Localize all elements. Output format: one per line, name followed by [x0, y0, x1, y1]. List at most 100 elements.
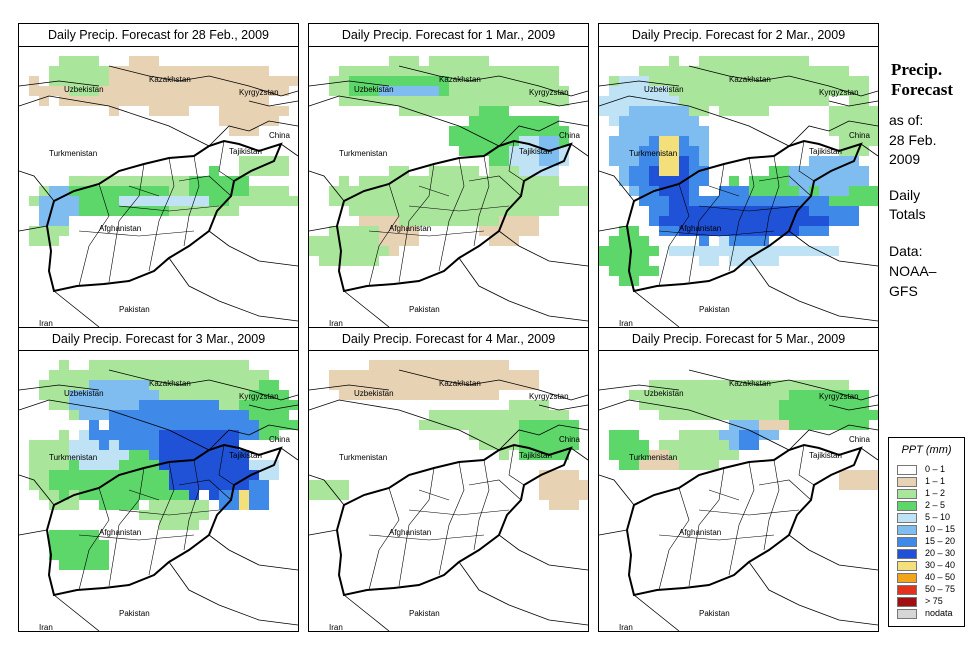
- precip-cell: [129, 450, 139, 460]
- precip-cell: [659, 206, 669, 216]
- precip-cell: [869, 410, 878, 420]
- precip-cell: [149, 86, 159, 96]
- precip-cell: [719, 86, 729, 96]
- precip-cell: [349, 196, 359, 206]
- precip-cell: [229, 96, 239, 106]
- border-line: [53, 290, 100, 327]
- precip-cell: [529, 116, 539, 126]
- legend-item: 50 – 75: [897, 584, 963, 596]
- precip-cell: [79, 196, 89, 206]
- precip-cell: [749, 246, 759, 256]
- legend-swatch: [897, 537, 917, 547]
- precip-cell: [469, 146, 479, 156]
- precip-cell: [229, 66, 239, 76]
- precip-cell: [409, 86, 419, 96]
- panel-title: Daily Precip. Forecast for 28 Feb., 2009: [19, 24, 298, 47]
- precip-cell: [59, 196, 69, 206]
- precip-cell: [49, 86, 59, 96]
- precip-cell: [149, 500, 159, 510]
- precip-cell: [89, 96, 99, 106]
- country-label-turkmenistan: Turkmenistan: [339, 453, 387, 462]
- precip-cell: [159, 450, 169, 460]
- province-line: [438, 461, 465, 576]
- country-label-turkmenistan: Turkmenistan: [629, 149, 677, 158]
- precip-cell: [339, 66, 349, 76]
- precip-cell: [809, 186, 819, 196]
- precip-cell: [409, 196, 419, 206]
- province-line: [218, 444, 235, 486]
- precip-cell: [179, 460, 189, 470]
- precip-cell: [69, 196, 79, 206]
- precip-cell: [449, 370, 459, 380]
- precip-cell: [209, 400, 219, 410]
- precip-cell: [79, 370, 89, 380]
- precip-cell: [419, 76, 429, 86]
- precip-cell: [79, 86, 89, 96]
- precip-cell: [409, 56, 419, 66]
- border-line: [828, 404, 878, 411]
- legend-label: > 75: [925, 596, 943, 606]
- legend-swatch: [897, 489, 917, 499]
- border-line: [633, 594, 680, 631]
- precip-cell: [559, 430, 569, 440]
- precip-cell: [739, 440, 749, 450]
- precip-cell: [119, 490, 129, 500]
- precip-cell: [739, 380, 749, 390]
- precip-cell: [839, 216, 849, 226]
- precip-cell: [109, 430, 119, 440]
- precip-cell: [649, 450, 659, 460]
- precip-cell: [109, 420, 119, 430]
- precip-cell: [429, 196, 439, 206]
- precip-cell: [269, 400, 279, 410]
- precip-cell: [539, 116, 549, 126]
- precip-cell: [669, 96, 679, 106]
- precip-cell: [109, 86, 119, 96]
- precip-cell: [429, 410, 439, 420]
- precip-cell: [619, 440, 629, 450]
- precip-cell: [129, 360, 139, 370]
- precip-cell: [819, 96, 829, 106]
- precip-cell: [119, 360, 129, 370]
- precip-cell: [719, 410, 729, 420]
- precip-cell: [39, 236, 49, 246]
- precip-cell: [439, 56, 449, 66]
- precip-cell: [519, 186, 529, 196]
- precip-cell: [179, 470, 189, 480]
- precip-cell: [229, 470, 239, 480]
- precip-cell: [339, 86, 349, 96]
- precip-cell: [169, 206, 179, 216]
- precip-cell: [39, 440, 49, 450]
- precip-cell: [779, 400, 789, 410]
- precip-cell: [369, 76, 379, 86]
- sidebar-title: Precip. Forecast: [891, 60, 953, 100]
- precip-cell: [539, 470, 549, 480]
- precip-cell: [229, 186, 239, 196]
- precip-cell: [699, 86, 709, 96]
- precip-cell: [739, 226, 749, 236]
- country-label-kyrgyzstan: Kyrgyzstan: [239, 392, 279, 401]
- precip-map: UzbekistanKazakhstanKyrgyzstanChinaTurkm…: [309, 56, 588, 327]
- precip-cell: [339, 186, 349, 196]
- precip-cell: [529, 146, 539, 156]
- precip-cell: [479, 116, 489, 126]
- precip-cell: [479, 440, 489, 450]
- precip-cell: [209, 420, 219, 430]
- precip-cell: [279, 400, 289, 410]
- precip-cell: [779, 206, 789, 216]
- precip-cell: [749, 410, 759, 420]
- precip-cell: [669, 146, 679, 156]
- country-label-china: China: [269, 131, 290, 140]
- precip-cell: [719, 390, 729, 400]
- legend-item: 15 – 20: [897, 536, 963, 548]
- precip-cell: [249, 420, 259, 430]
- precip-cell: [139, 460, 149, 470]
- precip-cell: [179, 520, 189, 530]
- precip-cell: [219, 186, 229, 196]
- precip-cell: [429, 390, 439, 400]
- border-line: [248, 404, 298, 411]
- precip-cell: [129, 480, 139, 490]
- precip-cell: [399, 166, 409, 176]
- precip-cell: [369, 206, 379, 216]
- precip-cell: [359, 380, 369, 390]
- precip-cell: [159, 430, 169, 440]
